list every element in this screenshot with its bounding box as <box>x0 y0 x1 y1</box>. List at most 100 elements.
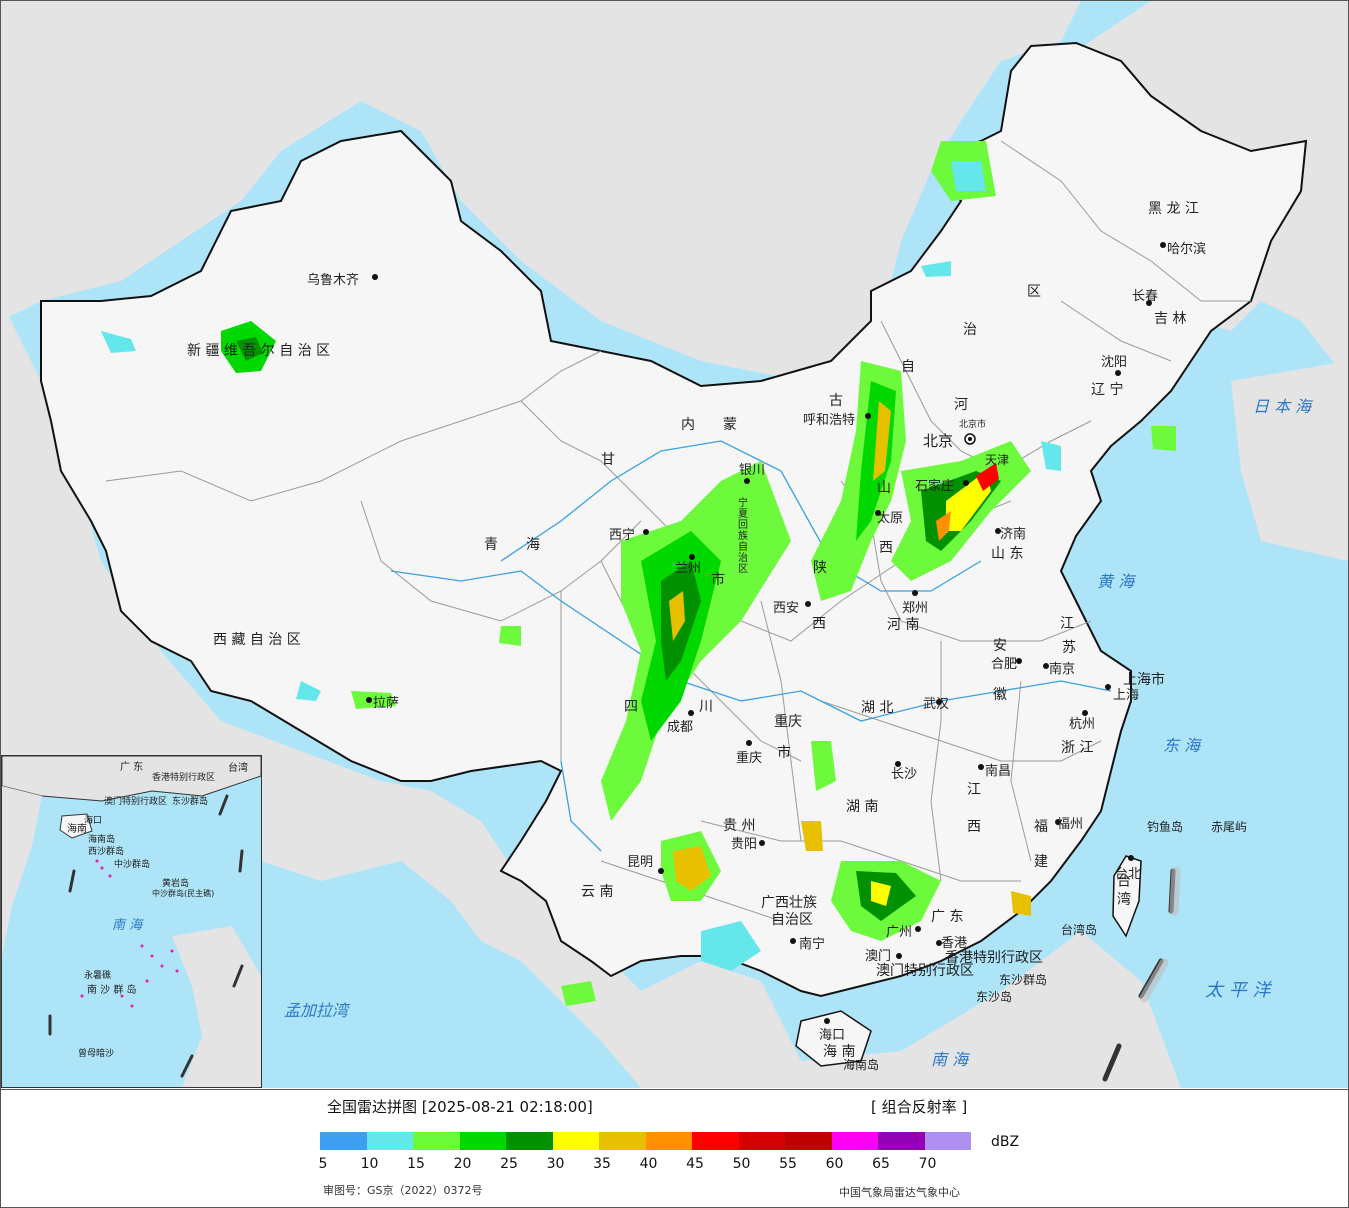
map-approval-number: 审图号：GS京（2022）0372号 <box>323 1184 483 1197</box>
label-hainan-island: 海南岛 <box>843 1058 880 1072</box>
colorbar-tick-label: 70 <box>918 1156 937 1172</box>
colorbar-cell <box>320 1132 367 1150</box>
city-chengdu: 成都 <box>667 720 694 735</box>
colorbar-cell <box>413 1132 460 1150</box>
label-zhi: 治 <box>963 322 977 338</box>
colorbar-tick-label: 50 <box>732 1156 751 1172</box>
label-xinjiang: 新 疆 维 吾 尔 自 治 区 <box>187 343 331 359</box>
sea-east: 东 海 <box>1163 736 1201 755</box>
label-dongsha-dao: 东沙岛 <box>976 990 1013 1004</box>
inset-label-taiwan: 台湾 <box>228 763 248 774</box>
city-beijing-shi: 北京市 <box>959 420 987 430</box>
colorbar-cell <box>552 1132 599 1150</box>
inset-label-guangdong: 广 东 <box>120 762 144 773</box>
label-hainan: 海 南 <box>823 1044 856 1060</box>
legend-unit: dBZ <box>991 1134 1020 1150</box>
city-changchun: 长春 <box>1132 289 1159 304</box>
inset-label-haikou: 海口 <box>84 816 103 826</box>
city-harbin: 哈尔滨 <box>1167 242 1207 257</box>
label-tianjin: 天津 <box>985 453 1010 467</box>
colorbar-tick-label: 40 <box>639 1156 658 1172</box>
label-shanxi-1: 山 <box>877 480 891 496</box>
city-beijing: 北京 <box>923 432 954 450</box>
label-qinghai: 青 海 <box>484 537 540 553</box>
label-hongkong-sar: 香港特别行政区 <box>945 950 1043 966</box>
sea-japan: 日 本 海 <box>1253 397 1312 416</box>
inset-label-hainan: 海南 <box>67 824 87 835</box>
label-zi: 自 <box>901 359 915 375</box>
dbz-colorbar <box>320 1132 971 1150</box>
city-jinan: 济南 <box>1000 527 1027 542</box>
colorbar-cell <box>645 1132 692 1150</box>
label-taiwan: 台 湾 <box>1115 873 1131 906</box>
city-taiyuan: 太原 <box>877 511 904 526</box>
china-radar-map: 新 疆 维 吾 尔 自 治 区 西 藏 自 治 区 青 海 甘 内 蒙 古 自 … <box>1 1 1348 1088</box>
inset-label-zengmu: 曾母暗沙 <box>78 1049 115 1059</box>
colorbar-tick-label: 65 <box>872 1156 890 1172</box>
label-qu: 区 <box>1027 284 1041 300</box>
legend-title: 全国雷达拼图 [2025-08-21 02:18:00] <box>327 1098 593 1116</box>
data-source: 中国气象局雷达气象中心 <box>839 1186 960 1199</box>
label-yunnan: 云 南 <box>581 884 614 900</box>
label-shanghai: 上海市 <box>1123 672 1165 688</box>
colorbar-tick-label: 20 <box>453 1156 472 1172</box>
city-changsha: 长沙 <box>891 767 918 782</box>
sea-south: 南 海 <box>931 1050 969 1069</box>
city-hangzhou: 杭州 <box>1069 717 1096 732</box>
colorbar-tick-label: 35 <box>593 1156 611 1172</box>
colorbar-cell <box>878 1132 925 1150</box>
city-shenyang: 沈阳 <box>1101 355 1128 370</box>
label-diaoyu: 钓鱼岛 <box>1147 820 1184 834</box>
label-hebei: 河 <box>954 397 968 413</box>
label-gansu: 甘 <box>601 452 615 468</box>
label-jiangxi-2: 西 <box>967 819 981 835</box>
sea-pacific: 太 平 洋 <box>1205 980 1271 1001</box>
city-haikou: 海口 <box>819 1028 846 1043</box>
label-heilongjiang: 黑 龙 江 <box>1148 201 1199 217</box>
label-hunan: 湖 南 <box>846 799 879 815</box>
south-china-sea-inset: 广 东 台湾 海南 香港特别行政区 澳门特别行政区 东沙群岛 海口 海南岛 西沙… <box>1 755 262 1088</box>
inset-label-xisha: 西沙群岛 <box>88 847 125 857</box>
city-hongkong: 香港 <box>941 936 968 951</box>
city-zhengzhou: 郑州 <box>902 601 929 616</box>
city-shijiazhuang: 石家庄 <box>915 479 955 494</box>
label-jiangxi-1: 江 <box>967 782 981 798</box>
city-macau: 澳门 <box>865 949 892 964</box>
city-wuhan: 武汉 <box>923 697 950 712</box>
city-lhasa: 拉萨 <box>373 696 400 711</box>
label-jiangsu-1: 江 <box>1060 616 1074 632</box>
city-chongqing: 重庆 <box>736 751 763 766</box>
legend-product-name: [ 组合反射率 ] <box>871 1098 968 1116</box>
label-anhui-1: 安 <box>993 638 1007 654</box>
label-macau-sar: 澳门特别行政区 <box>876 963 974 979</box>
colorbar-cell <box>599 1132 646 1150</box>
label-jiangsu-2: 苏 <box>1062 640 1076 656</box>
inset-label-yongshu: 永暑礁 <box>84 971 112 981</box>
city-fuzhou: 福州 <box>1057 817 1084 832</box>
label-anhui-2: 徽 <box>993 687 1007 703</box>
label-guangxi-2: 自治区 <box>771 912 813 928</box>
colorbar-tick-label: 55 <box>779 1156 797 1172</box>
colorbar-cell <box>924 1132 971 1150</box>
label-chiwei: 赤尾屿 <box>1211 820 1248 834</box>
city-lanzhou: 兰州 <box>675 561 702 576</box>
city-guiyang: 贵阳 <box>731 837 758 852</box>
label-shanxi-2: 西 <box>879 540 893 556</box>
legend-panel: 全国雷达拼图 [2025-08-21 02:18:00] [ 组合反射率 ] d… <box>1 1089 1348 1207</box>
city-nanning: 南宁 <box>799 937 826 952</box>
label-neimenggu: 内 蒙 <box>681 417 737 433</box>
colorbar-cell <box>831 1132 878 1150</box>
label-guangdong: 广 东 <box>931 909 964 925</box>
inset-canvas <box>2 756 261 1087</box>
label-gu: 古 <box>829 393 843 409</box>
colorbar-cell <box>506 1132 553 1150</box>
inset-label-hongkong: 香港特别行政区 <box>152 773 216 783</box>
city-hohhot: 呼和浩特 <box>803 413 856 428</box>
colorbar-tick-label: 45 <box>686 1156 704 1172</box>
city-guangzhou: 广州 <box>886 925 913 940</box>
label-shaanxi-1: 陕 <box>813 560 827 576</box>
label-taiwan-island: 台湾岛 <box>1061 923 1098 937</box>
city-shanghai: 上海 <box>1113 688 1140 703</box>
city-urumqi: 乌鲁木齐 <box>307 273 360 288</box>
